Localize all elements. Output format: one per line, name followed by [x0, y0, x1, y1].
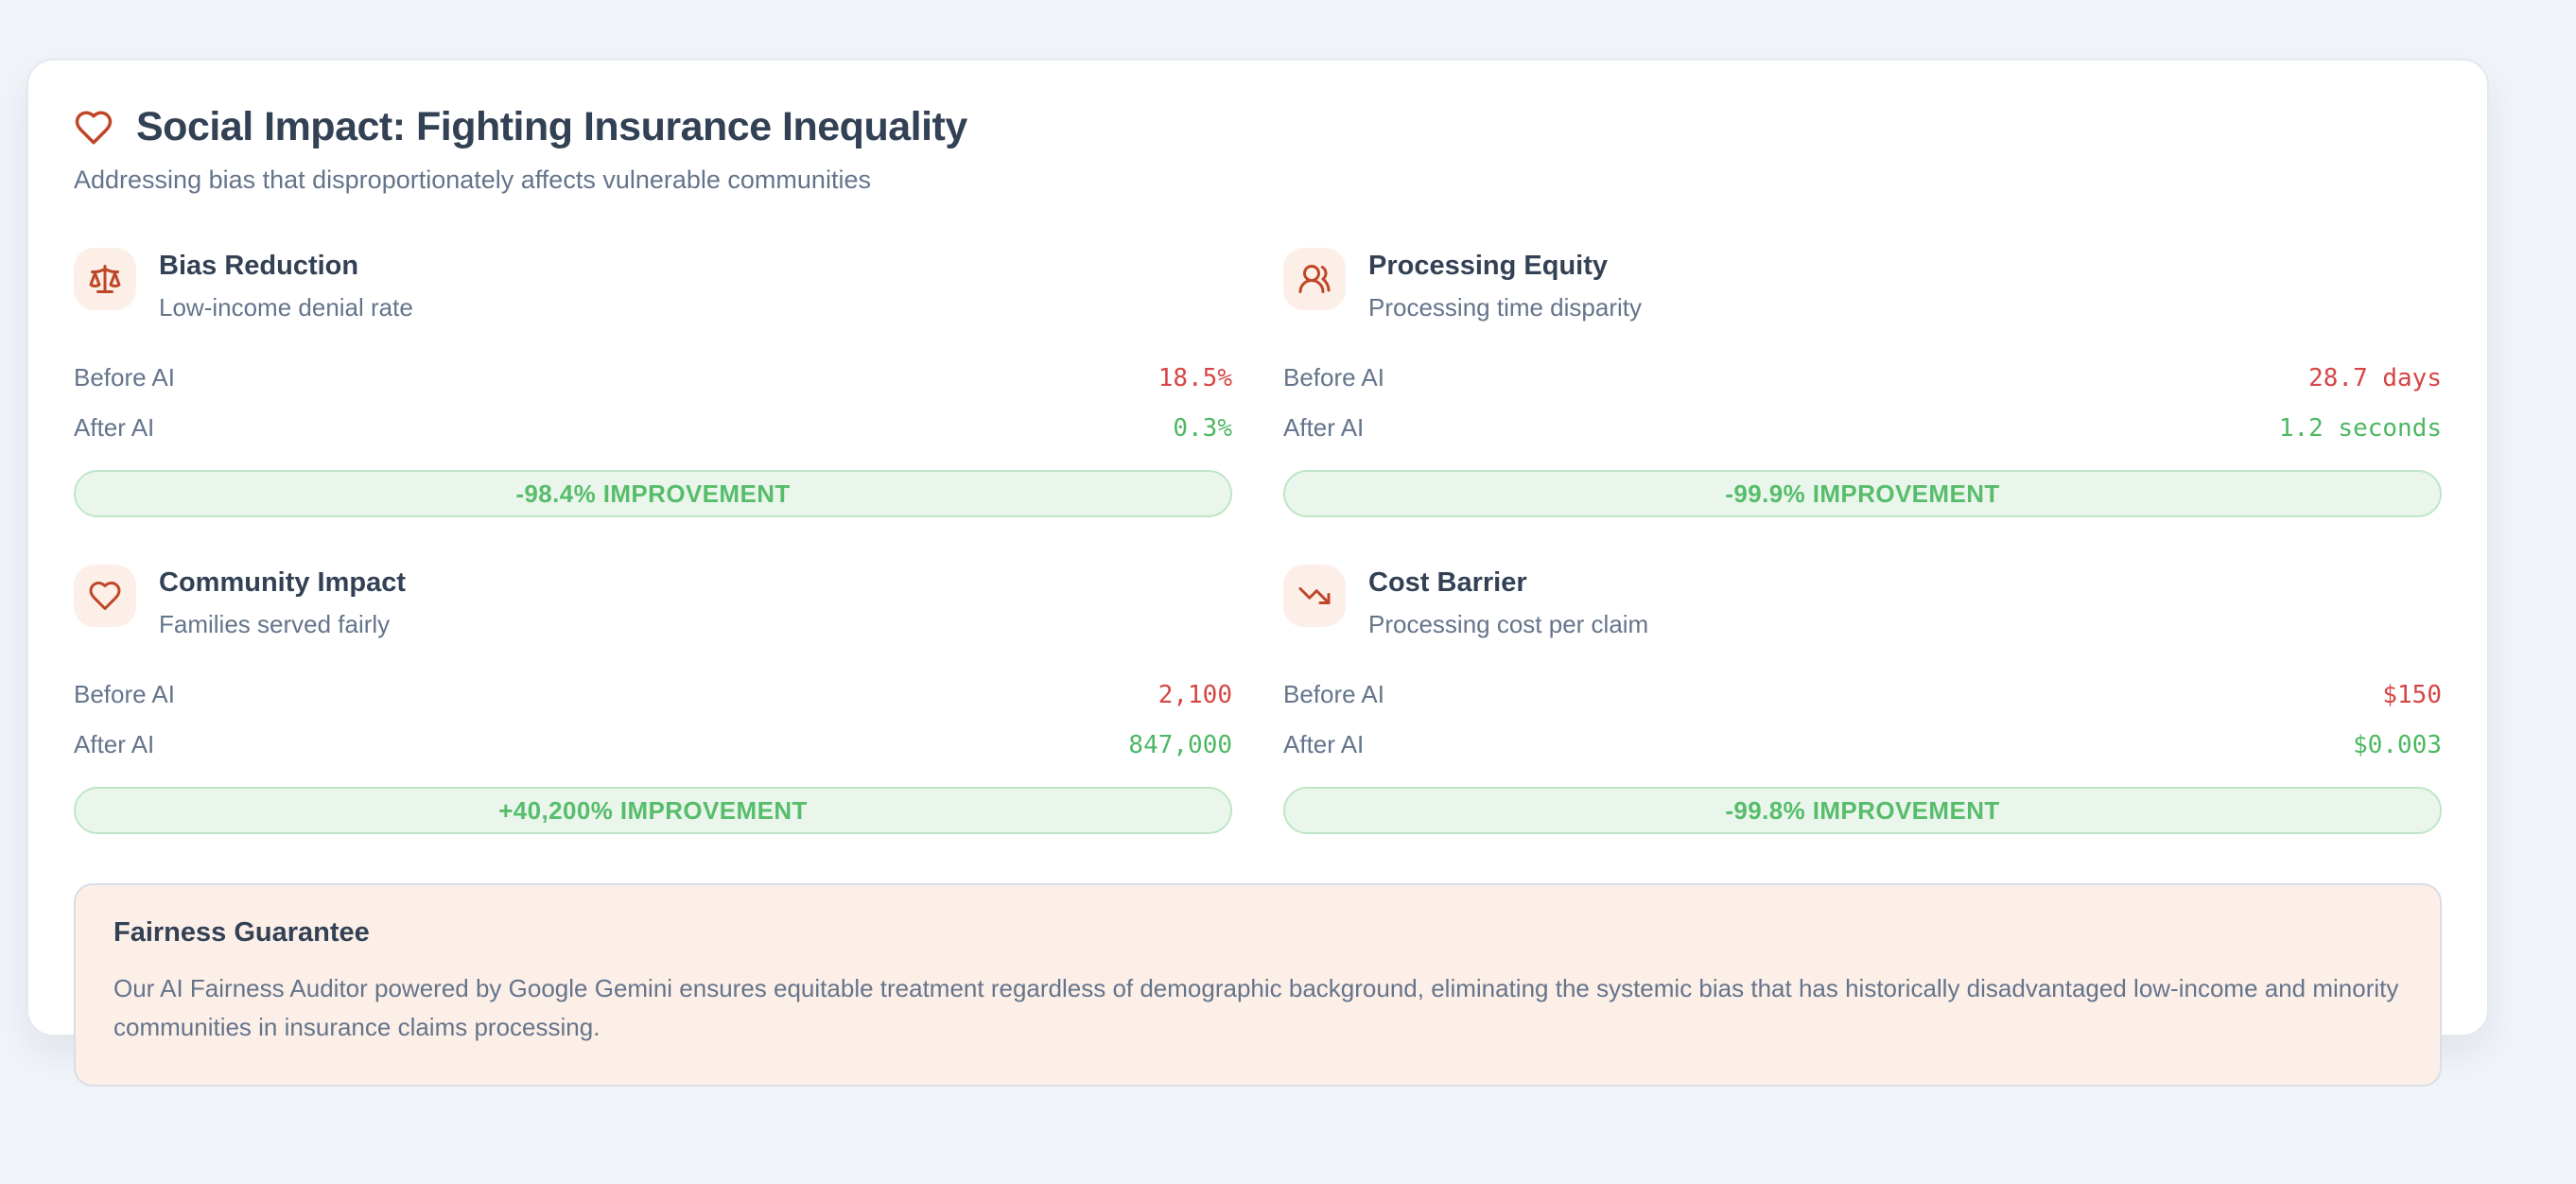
metric-card-community-impact: Community Impact Families served fairly …: [74, 565, 1232, 834]
scale-icon: [74, 248, 136, 310]
after-label: After AI: [74, 413, 155, 442]
metric-subtitle: Processing cost per claim: [1368, 610, 1649, 638]
metric-card-bias-reduction: Bias Reduction Low-income denial rate Be…: [74, 248, 1232, 517]
improvement-badge: -99.9% IMPROVEMENT: [1283, 470, 2442, 517]
social-impact-card: Social Impact: Fighting Insurance Inequa…: [26, 59, 2489, 1088]
fairness-guarantee-panel: Fairness Guarantee Our AI Fairness Audit…: [74, 883, 2442, 1088]
before-row: Before AI 2,100: [74, 670, 1232, 720]
after-value: $0.003: [2353, 730, 2442, 759]
metric-header: Bias Reduction Low-income denial rate: [74, 248, 1232, 322]
heart-icon: [74, 108, 113, 148]
metrics-grid: Bias Reduction Low-income denial rate Be…: [74, 248, 2442, 834]
heart-icon: [74, 565, 136, 627]
metric-title: Bias Reduction: [159, 251, 359, 281]
after-row: After AI $0.003: [1283, 720, 2442, 770]
trending-down-icon: [1283, 565, 1346, 627]
metric-title: Processing Equity: [1368, 251, 1609, 281]
before-row: Before AI 18.5%: [74, 353, 1232, 403]
before-label: Before AI: [1283, 363, 1384, 392]
metric-subtitle: Processing time disparity: [1368, 293, 1642, 322]
after-value: 0.3%: [1173, 413, 1232, 443]
after-label: After AI: [1283, 730, 1365, 758]
metric-title: Cost Barrier: [1368, 567, 1527, 598]
after-row: After AI 0.3%: [74, 403, 1232, 453]
improvement-badge: -99.8% IMPROVEMENT: [1283, 787, 2442, 834]
metric-header: Cost Barrier Processing cost per claim: [1283, 565, 2442, 639]
before-label: Before AI: [74, 363, 175, 392]
before-row: Before AI $150: [1283, 670, 2442, 720]
metric-subtitle: Families served fairly: [159, 610, 391, 638]
page-title: Social Impact: Fighting Insurance Inequa…: [136, 104, 967, 149]
users-icon: [1283, 248, 1346, 310]
before-value: $150: [2382, 680, 2442, 709]
before-value: 2,100: [1157, 680, 1232, 709]
after-label: After AI: [1283, 413, 1365, 442]
metric-header: Processing Equity Processing time dispar…: [1283, 248, 2442, 322]
page-subtitle: Addressing bias that disproportionately …: [74, 165, 871, 194]
metric-title: Community Impact: [159, 567, 407, 598]
after-value: 1.2 seconds: [2278, 413, 2442, 443]
metric-subtitle: Low-income denial rate: [159, 293, 413, 322]
improvement-badge: -98.4% IMPROVEMENT: [74, 470, 1232, 517]
after-label: After AI: [74, 730, 155, 758]
fairness-body: Our AI Fairness Auditor powered by Googl…: [113, 974, 2399, 1042]
page-header: Social Impact: Fighting Insurance Inequa…: [74, 104, 2442, 150]
after-row: After AI 847,000: [74, 720, 1232, 770]
improvement-badge: +40,200% IMPROVEMENT: [74, 787, 1232, 834]
metric-card-processing-equity: Processing Equity Processing time dispar…: [1283, 248, 2442, 517]
metric-header: Community Impact Families served fairly: [74, 565, 1232, 639]
before-label: Before AI: [1283, 680, 1384, 708]
after-row: After AI 1.2 seconds: [1283, 403, 2442, 453]
before-value: 18.5%: [1157, 363, 1232, 392]
metric-card-cost-barrier: Cost Barrier Processing cost per claim B…: [1283, 565, 2442, 834]
before-value: 28.7 days: [2308, 363, 2442, 392]
before-row: Before AI 28.7 days: [1283, 353, 2442, 403]
fairness-title: Fairness Guarantee: [113, 917, 370, 948]
before-label: Before AI: [74, 680, 175, 708]
after-value: 847,000: [1128, 730, 1232, 759]
